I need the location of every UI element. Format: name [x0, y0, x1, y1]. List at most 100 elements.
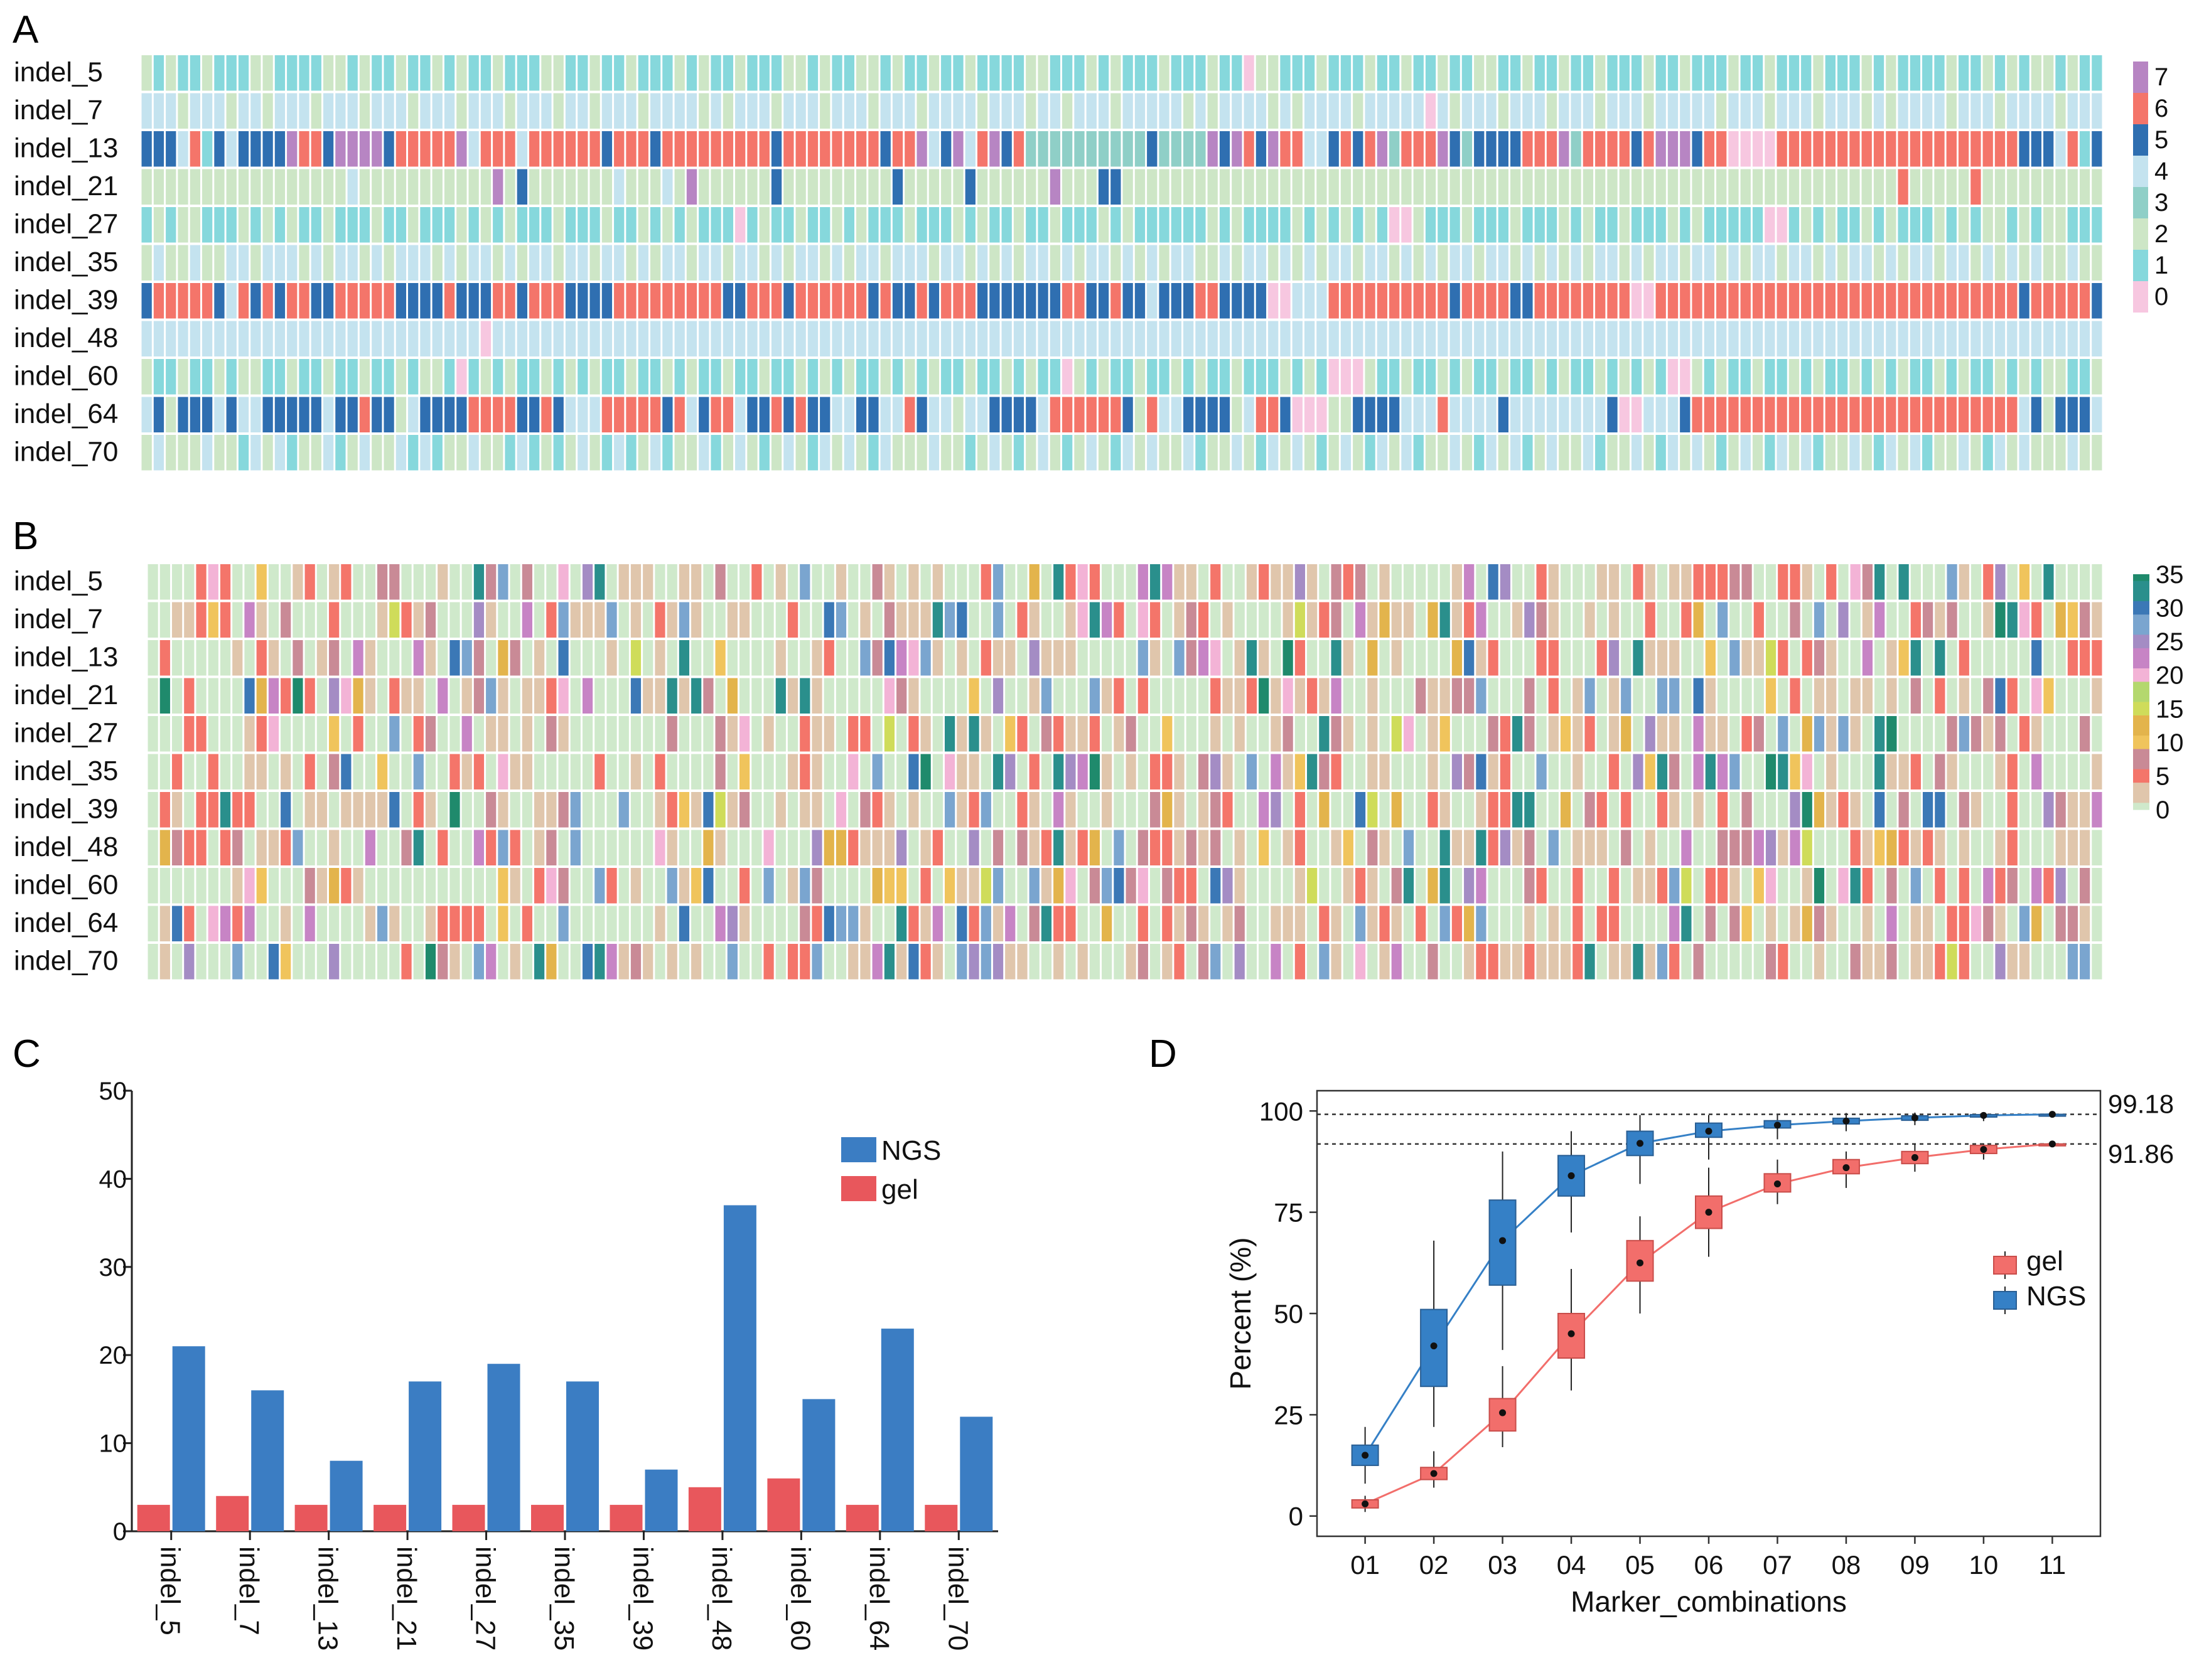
heatmap-a-cell	[928, 55, 940, 91]
heatmap-b-cell	[2080, 830, 2090, 865]
heatmap-a-cell	[2079, 207, 2090, 243]
heatmap-a-cell	[1716, 245, 1727, 281]
heatmap-a-cell	[444, 435, 455, 471]
heatmap-a-cell	[517, 245, 527, 281]
heatmap-b-cell	[824, 906, 834, 941]
heatmap-b-cell	[1572, 830, 1583, 865]
heatmap-b-cell	[1234, 678, 1245, 714]
heatmap-a-cell	[735, 55, 746, 91]
heatmap-a-cell	[1292, 131, 1303, 167]
heatmap-a-cell	[444, 397, 455, 432]
heatmap-a-cell	[807, 435, 819, 471]
heatmap-a-cell	[832, 93, 842, 129]
heatmap-a-cell	[166, 55, 176, 91]
bar-c-x-tick-label: indel_21	[391, 1546, 422, 1651]
heatmap-b-cell	[1898, 602, 1909, 638]
heatmap-b-cell	[1910, 564, 1921, 600]
heatmap-b-cell	[908, 602, 919, 638]
heatmap-a-cell	[250, 245, 261, 281]
heatmap-b-cell	[1874, 716, 1885, 752]
heatmap-a-cell	[1438, 359, 1448, 395]
heatmap-b-cell	[1403, 868, 1414, 904]
heatmap-b-cell	[486, 906, 497, 941]
heatmap-a-cell	[953, 359, 964, 395]
heatmap-a-cell	[650, 321, 661, 356]
heatmap-b-cell	[1017, 640, 1028, 676]
heatmap-b-cell	[824, 716, 834, 752]
heatmap-b-cell	[558, 868, 569, 904]
heatmap-b-cell	[1753, 754, 1764, 789]
heatmap-a-cell	[650, 207, 661, 243]
heatmap-b-cell	[196, 868, 207, 904]
heatmap-a-cell	[1704, 359, 1715, 395]
heatmap-b-cell	[377, 564, 388, 600]
heatmap-a-cell	[723, 245, 734, 281]
heatmap-b-cell	[1898, 716, 1909, 752]
heatmap-a-cell	[1680, 397, 1691, 432]
heatmap-a-cell	[1147, 169, 1158, 205]
heatmap-a-cell	[274, 131, 286, 167]
heatmap-b-cell	[1451, 640, 1463, 676]
heatmap-b-cell	[341, 716, 352, 752]
heatmap-b-cell	[606, 906, 617, 941]
heatmap-b-cell	[1765, 640, 1777, 676]
heatmap-a-cell	[1268, 435, 1279, 471]
heatmap-b-cell	[184, 906, 195, 941]
heatmap-a-cell	[1159, 321, 1169, 356]
heatmap-a-cell	[686, 321, 697, 356]
heatmap-a-cell	[1728, 169, 1739, 205]
heatmap-b-cell	[1186, 944, 1196, 980]
heatmap-b-cell	[932, 830, 943, 865]
heatmap-b-cell	[1802, 792, 1812, 828]
heatmap-b-cell	[2043, 564, 2054, 600]
heatmap-b-cell	[1198, 754, 1209, 789]
heatmap-b-cell	[1838, 754, 1849, 789]
heatmap-a-cell	[1740, 321, 1751, 356]
heatmap-b-cell	[281, 602, 291, 638]
heatmap-a-cell	[1813, 169, 1824, 205]
heatmap-b-cell	[1259, 754, 1269, 789]
heatmap-a-cell	[1244, 359, 1254, 395]
heatmap-a-cell	[1680, 283, 1691, 319]
heatmap-a-cell	[868, 321, 879, 356]
heatmap-a-cell	[395, 283, 407, 319]
heatmap-b-cell	[1657, 678, 1668, 714]
heatmap-b-cell	[1451, 678, 1463, 714]
heatmap-b-cell	[148, 830, 158, 865]
heatmap-b-cell	[884, 678, 895, 714]
heatmap-a-cell	[832, 435, 842, 471]
heatmap-a-cell	[274, 397, 286, 432]
heatmap-a-cell	[1667, 283, 1679, 319]
heatmap-a-cell	[1183, 55, 1194, 91]
heatmap-b-cell	[377, 602, 388, 638]
heatmap-a-cell	[372, 245, 382, 281]
heatmap-a-cell	[1038, 131, 1048, 167]
heatmap-a-cell	[1122, 321, 1133, 356]
heatmap-a-cell	[1898, 283, 1908, 319]
heatmap-a-cell	[1438, 397, 1448, 432]
heatmap-b-cell	[703, 678, 714, 714]
heatmap-b-cell	[812, 564, 822, 600]
heatmap-a-cell	[905, 359, 915, 395]
heatmap-a-cell	[1898, 435, 1908, 471]
bar-c-gel-bar	[137, 1504, 170, 1531]
heatmap-b-cell	[1633, 640, 1643, 676]
heatmap-a-cell	[2031, 93, 2042, 129]
heatmap-b-cell	[1234, 640, 1245, 676]
heatmap-b-legend-band	[2133, 783, 2149, 790]
heatmap-b-cell	[1005, 564, 1016, 600]
heatmap-b-cell	[1102, 830, 1112, 865]
heatmap-b-cell	[449, 754, 460, 789]
heatmap-a-cell	[1752, 397, 1763, 432]
heatmap-b-cell	[1802, 868, 1812, 904]
heatmap-a-cell	[747, 93, 758, 129]
heatmap-b-cell	[1657, 716, 1668, 752]
heatmap-b-cell	[171, 602, 183, 638]
heatmap-b-cell	[932, 906, 943, 941]
heatmap-a-cell	[311, 435, 321, 471]
heatmap-a-cell	[795, 359, 806, 395]
heatmap-b-cell	[1451, 792, 1463, 828]
heatmap-a-cell	[1765, 245, 1775, 281]
heatmap-a-cell	[335, 283, 346, 319]
heatmap-a-cell	[1486, 397, 1497, 432]
